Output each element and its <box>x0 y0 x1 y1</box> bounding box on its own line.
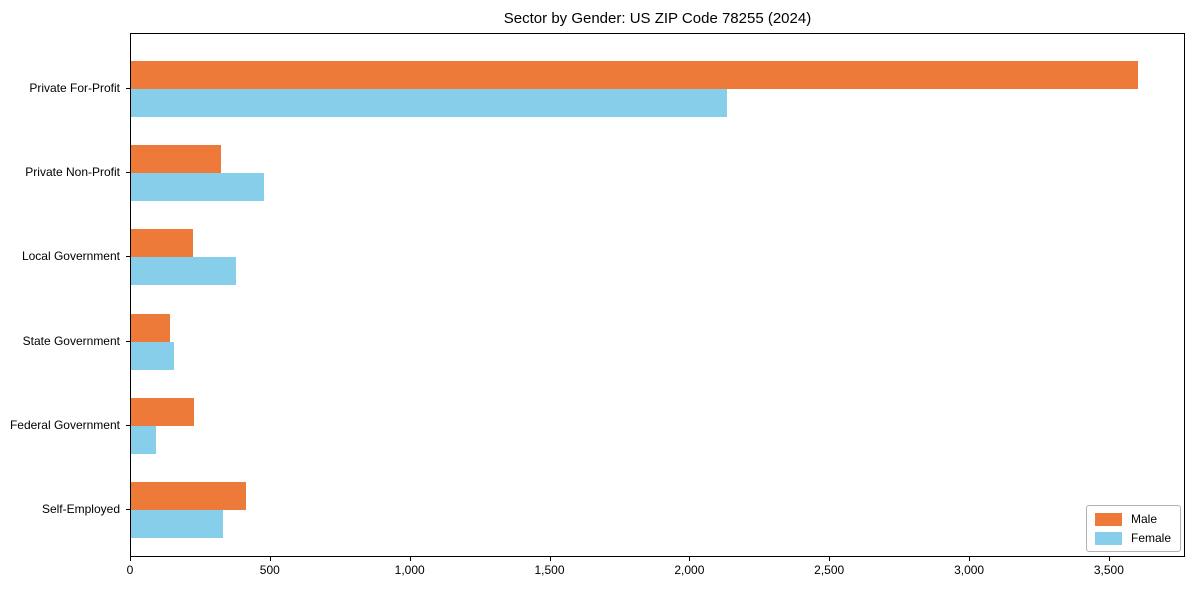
y-tick-mark <box>126 340 130 342</box>
bar-female-3 <box>131 257 236 286</box>
x-tick-mark <box>549 557 551 561</box>
legend-swatch-female <box>1094 531 1122 545</box>
legend-item-male: Male <box>1094 512 1171 526</box>
legend-label-male: Male <box>1130 512 1157 526</box>
y-axis-label: State Government <box>22 333 120 348</box>
x-tick-mark <box>829 557 831 561</box>
x-tick-label: 1,000 <box>394 563 425 577</box>
y-tick-mark <box>126 172 130 174</box>
x-tick-label: 0 <box>126 563 134 577</box>
x-tick-label: 2,500 <box>814 563 845 577</box>
x-tick-mark <box>689 557 691 561</box>
y-tick-mark <box>126 509 130 510</box>
bar-female-4 <box>131 341 175 370</box>
y-axis-label: Federal Government <box>9 417 120 432</box>
bar-male-6 <box>131 482 246 510</box>
y-tick-mark <box>126 424 130 426</box>
y-axis-label: Self-Employed <box>41 502 120 516</box>
bar-female-5 <box>131 425 157 454</box>
y-axis-label: Local Government <box>21 249 120 264</box>
y-tick-mark <box>126 256 130 258</box>
bar-female-6 <box>131 510 224 538</box>
y-axis-label: Private Non-Profit <box>25 165 120 180</box>
x-tick-label: 3,000 <box>954 563 985 577</box>
x-tick-mark <box>269 557 271 561</box>
x-tick-label: 500 <box>259 563 280 577</box>
y-axis-label: Private For-Profit <box>29 81 120 95</box>
bar-male-4 <box>131 313 171 342</box>
x-tick-mark <box>130 557 131 561</box>
legend-item-female: Female <box>1094 531 1171 545</box>
bar-male-1 <box>131 61 1138 89</box>
legend-label-female: Female <box>1130 531 1171 545</box>
bar-male-2 <box>131 145 221 174</box>
x-tick-label: 3,500 <box>1093 563 1124 577</box>
legend-swatch-male <box>1094 512 1122 526</box>
legend: Male Female <box>1085 505 1181 552</box>
chart-title: Sector by Gender: US ZIP Code 78255 (202… <box>503 10 812 27</box>
x-tick-label: 1,500 <box>534 563 565 577</box>
bar-female-1 <box>131 89 727 117</box>
plot-area: Male Female <box>130 33 1185 557</box>
y-tick-mark <box>126 88 130 89</box>
bar-male-5 <box>131 397 194 426</box>
bar-male-3 <box>131 229 193 258</box>
bar-female-2 <box>131 173 264 202</box>
x-tick-mark <box>1108 557 1110 561</box>
x-tick-label: 2,000 <box>674 563 705 577</box>
x-tick-mark <box>969 557 971 561</box>
x-tick-mark <box>409 557 411 561</box>
